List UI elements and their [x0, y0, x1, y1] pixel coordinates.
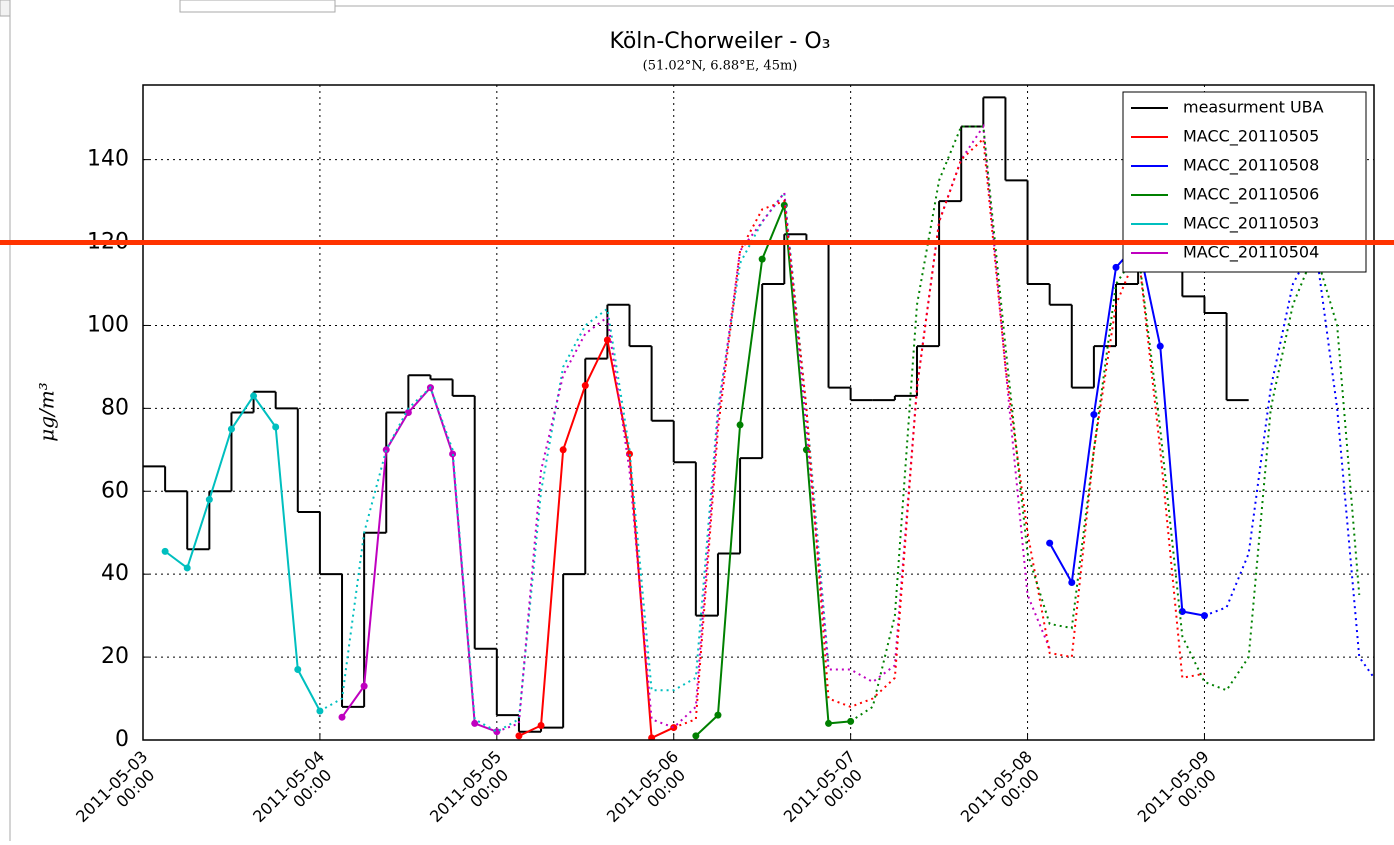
forecast-line: [496, 123, 1051, 733]
x-tick-label: 2011-05-0400:00: [249, 747, 341, 839]
legend-label: MACC_20110504: [1183, 243, 1319, 263]
series-line: [341, 385, 498, 733]
x-tick-label: 2011-05-0600:00: [603, 747, 695, 839]
point: [338, 713, 346, 721]
legend-label: measurment UBA: [1183, 98, 1324, 117]
x-tick-label: 2011-05-0900:00: [1133, 747, 1225, 839]
point: [515, 732, 523, 740]
point: [692, 732, 700, 740]
point: [758, 255, 766, 263]
point: [736, 421, 744, 429]
forecast-line: [673, 136, 1205, 729]
x-tick-label: 2011-05-0300:00: [72, 747, 164, 839]
series-line: [1048, 240, 1205, 617]
point: [382, 446, 390, 454]
ui-frame: [179, 0, 336, 13]
point: [648, 734, 656, 740]
plot-frame: [142, 84, 1375, 741]
point: [227, 425, 235, 433]
point: [294, 666, 302, 674]
series-line: [695, 204, 851, 737]
point: [559, 446, 567, 454]
point: [714, 711, 722, 719]
point: [161, 547, 169, 555]
forecast-line: [1204, 239, 1374, 679]
y-tick-label: 60: [101, 478, 129, 503]
point: [1090, 411, 1098, 419]
point: [449, 450, 457, 458]
y-tick-label: 40: [101, 561, 129, 586]
y-tick-label: 100: [87, 312, 129, 337]
y-tick-label: 80: [101, 395, 129, 420]
legend-label: MACC_20110503: [1183, 214, 1319, 234]
point: [1068, 578, 1076, 586]
point: [250, 392, 258, 400]
chart-subtitle: (51.02°N, 6.88°E, 45m): [643, 59, 798, 74]
legend-label: MACC_20110505: [1183, 127, 1319, 147]
point: [603, 336, 611, 344]
point: [1112, 263, 1120, 271]
point: [1046, 539, 1054, 547]
legend-label: MACC_20110508: [1183, 156, 1319, 176]
y-axis-label: μg/m³: [35, 382, 59, 442]
legend-label: MACC_20110506: [1183, 185, 1319, 205]
point: [404, 409, 412, 416]
point: [825, 719, 833, 727]
x-tick-label: 2011-05-0700:00: [779, 747, 871, 839]
point: [183, 564, 191, 572]
ui-frame: [0, 0, 11, 17]
y-tick-label: 140: [87, 147, 129, 172]
point: [205, 496, 213, 504]
point: [272, 423, 280, 431]
point: [626, 450, 634, 458]
point: [471, 719, 479, 727]
forecast-line: [319, 190, 830, 733]
y-tick-label: 0: [115, 727, 129, 752]
point: [1156, 342, 1164, 350]
chart-title: Köln-Chorweiler - O₃: [610, 29, 831, 54]
point: [537, 721, 545, 729]
x-tick-label: 2011-05-0500:00: [426, 747, 518, 839]
series-line: [164, 394, 321, 712]
series-line: [518, 336, 675, 740]
point: [581, 382, 589, 390]
point: [1178, 607, 1186, 615]
y-tick-label: 20: [101, 644, 129, 669]
point: [360, 682, 368, 690]
x-tick-label: 2011-05-0800:00: [956, 747, 1048, 839]
